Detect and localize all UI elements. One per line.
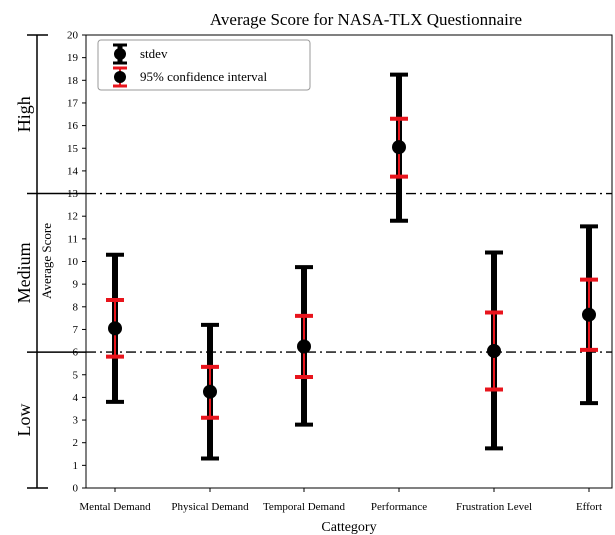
y-tick-label: 9 (73, 279, 79, 291)
y-tick-label: 19 (67, 52, 79, 64)
x-axis: Mental Demand Physical Demand Temporal Dem… (79, 488, 602, 513)
y-tick-label: 10 (67, 256, 79, 268)
x-tick-label: Physical Demand (171, 501, 249, 513)
zone-label-low: Low (14, 404, 34, 437)
legend-marker (114, 48, 126, 60)
y-tick-label: 5 (73, 369, 79, 381)
y-tick-label: 20 (67, 30, 79, 42)
y-tick-label: 2 (73, 437, 79, 449)
zone-label-medium: Medium (14, 242, 34, 303)
y-tick-label: 16 (67, 120, 79, 132)
error-bar-group (390, 72, 408, 223)
y-tick-label: 14 (67, 165, 79, 177)
mean-point (203, 384, 217, 399)
y-tick-label: 17 (67, 97, 79, 109)
x-tick-label: Frustration Level (456, 501, 532, 513)
legend-label: 95% confidence interval (140, 69, 267, 84)
x-axis-label: Cattegory (321, 520, 376, 535)
y-tick-label: 6 (73, 347, 79, 359)
zone-bracket: Low Medium High (14, 34, 86, 489)
y-tick-label: 7 (73, 324, 79, 336)
x-tick-label: Effort (576, 501, 602, 513)
error-bar-group (580, 224, 598, 406)
chart-title: Average Score for NASA-TLX Questionnaire (210, 10, 522, 29)
error-bar-group (106, 252, 124, 404)
y-tick-label: 18 (67, 75, 79, 87)
y-tick-label: 15 (67, 143, 79, 155)
error-bar-group (485, 250, 503, 451)
mean-point (297, 339, 311, 354)
mean-point (392, 140, 406, 155)
plot-frame (85, 34, 613, 489)
legend-label: stdev (140, 46, 168, 61)
y-tick-label: 13 (67, 188, 79, 200)
error-bar-group (201, 322, 219, 461)
zone-label-high: High (14, 96, 34, 132)
legend: stdev 95% confidence interval (97, 39, 311, 91)
mean-point (487, 343, 501, 358)
y-tick-label: 3 (73, 415, 79, 427)
y-tick-label: 8 (73, 301, 79, 313)
y-tick-label: 4 (73, 392, 79, 404)
y-tick-label: 12 (67, 211, 78, 223)
x-tick-label: Performance (371, 501, 427, 513)
legend-box (97, 39, 311, 91)
error-bar-series (106, 72, 598, 461)
x-tick-label: Temporal Demand (263, 501, 346, 513)
legend-marker (114, 71, 126, 83)
mean-point (582, 307, 596, 322)
error-bar-group (295, 265, 313, 427)
y-tick-label: 0 (73, 483, 79, 495)
mean-point (108, 321, 122, 336)
threshold-lines (86, 192, 612, 353)
y-tick-label: 1 (73, 460, 79, 472)
y-tick-label: 11 (67, 233, 78, 245)
x-tick-label: Mental Demand (79, 501, 151, 513)
y-axis-label: Average Score (39, 223, 54, 299)
